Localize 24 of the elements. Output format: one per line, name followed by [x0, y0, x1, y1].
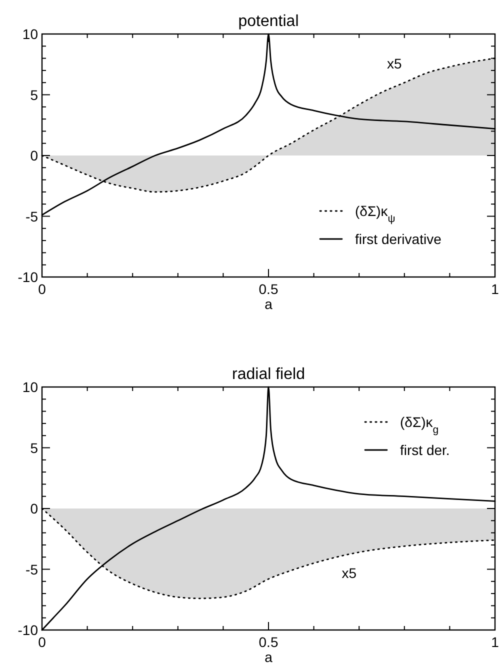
legend-label: first der. [400, 442, 450, 458]
x-axis-title: a [264, 649, 273, 665]
y-tick-label: 0 [30, 500, 38, 516]
x-tick-label: 0.5 [258, 281, 278, 297]
x-tick-label: 0.5 [258, 634, 278, 650]
y-tick-label: -10 [18, 622, 38, 638]
y-tick-label: 10 [22, 26, 38, 42]
y-tick-label: 5 [30, 440, 38, 456]
chart-title: potential [238, 13, 299, 30]
legend-label: (δΣ)κ$_{g}$ [400, 414, 439, 436]
x-tick-label: 1 [491, 634, 500, 650]
y-tick-label: 0 [30, 148, 38, 164]
annotation: x5 [342, 565, 357, 582]
legend-label: first derivative [355, 231, 442, 247]
annotation: x5 [387, 56, 402, 72]
chart-title: radial field [232, 366, 305, 383]
y-tick-label: -10 [18, 269, 38, 285]
y-tick-label: 5 [30, 86, 38, 103]
y-tick-label: -5 [26, 561, 38, 578]
y-tick-label: 10 [22, 379, 38, 395]
legend-label: (δΣ)κ$_{ψ}$ [355, 203, 396, 225]
y-tick-label: -5 [26, 208, 38, 224]
x-tick-label: 1 [491, 281, 500, 297]
x-axis-title: a [264, 296, 273, 312]
